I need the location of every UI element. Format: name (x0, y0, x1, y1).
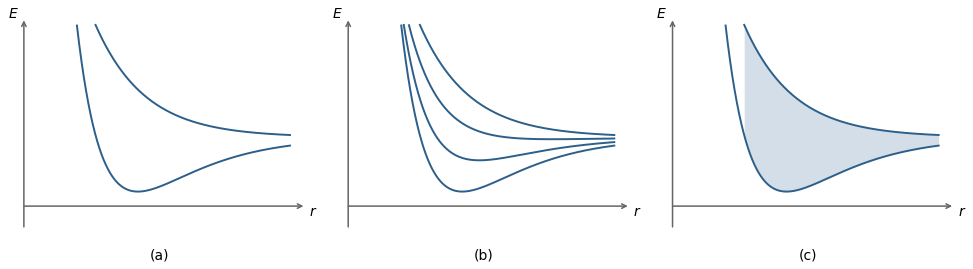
Text: $E$: $E$ (657, 7, 667, 21)
Text: $r$: $r$ (309, 204, 317, 218)
Text: (c): (c) (799, 249, 817, 263)
Text: (b): (b) (474, 249, 494, 263)
Text: $r$: $r$ (957, 204, 966, 218)
Text: $r$: $r$ (633, 204, 642, 218)
Text: $E$: $E$ (332, 7, 342, 21)
Text: $E$: $E$ (8, 7, 18, 21)
Text: (a): (a) (150, 249, 169, 263)
